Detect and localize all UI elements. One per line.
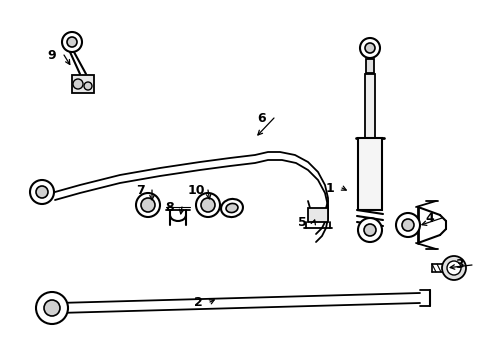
Circle shape bbox=[73, 79, 83, 89]
Circle shape bbox=[36, 186, 48, 198]
Ellipse shape bbox=[226, 203, 238, 212]
Text: 2: 2 bbox=[194, 296, 202, 309]
Circle shape bbox=[396, 213, 420, 237]
Text: 3: 3 bbox=[456, 258, 465, 271]
Circle shape bbox=[30, 180, 54, 204]
Circle shape bbox=[447, 261, 461, 275]
Circle shape bbox=[141, 198, 155, 212]
Circle shape bbox=[360, 38, 380, 58]
Text: 9: 9 bbox=[48, 49, 56, 62]
Bar bbox=[366, 59, 374, 73]
Text: 5: 5 bbox=[297, 216, 306, 229]
Text: 1: 1 bbox=[326, 181, 334, 194]
Circle shape bbox=[44, 300, 60, 316]
Text: 7: 7 bbox=[136, 184, 145, 197]
Circle shape bbox=[365, 43, 375, 53]
Circle shape bbox=[442, 256, 466, 280]
Circle shape bbox=[358, 218, 382, 242]
Text: 8: 8 bbox=[166, 201, 174, 213]
Text: 6: 6 bbox=[258, 112, 266, 125]
Circle shape bbox=[402, 219, 414, 231]
Circle shape bbox=[84, 82, 92, 90]
Text: 10: 10 bbox=[187, 184, 205, 197]
Bar bbox=[358, 138, 382, 210]
Bar bbox=[308, 208, 328, 222]
Bar bbox=[72, 75, 94, 93]
Circle shape bbox=[196, 193, 220, 217]
Circle shape bbox=[136, 193, 160, 217]
Circle shape bbox=[36, 292, 68, 324]
Circle shape bbox=[201, 198, 215, 212]
Circle shape bbox=[67, 37, 77, 47]
Ellipse shape bbox=[221, 199, 243, 217]
Bar bbox=[365, 74, 375, 138]
Text: 4: 4 bbox=[426, 212, 434, 225]
Circle shape bbox=[62, 32, 82, 52]
Circle shape bbox=[364, 224, 376, 236]
